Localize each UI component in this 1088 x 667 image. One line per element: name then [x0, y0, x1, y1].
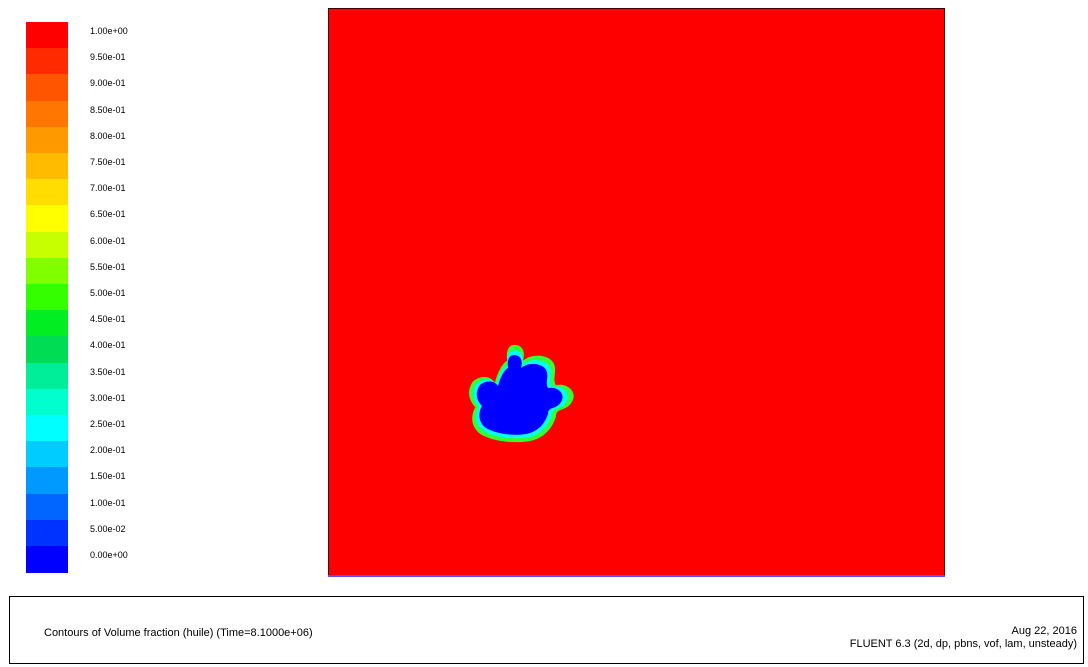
colorbar-swatch [26, 546, 68, 573]
colorbar-tick-label: 4.50e-01 [90, 314, 126, 325]
colorbar-swatch [26, 205, 68, 233]
colorbar-swatch [26, 179, 68, 206]
colorbar-tick-label: 2.50e-01 [90, 419, 126, 429]
colorbar-swatch [26, 467, 68, 495]
colorbar-swatch [26, 22, 68, 49]
colorbar-swatch [26, 126, 68, 154]
colorbar-tick-label: 0.00e+00 [90, 550, 128, 560]
colorbar-tick-label: 1.00e+00 [90, 26, 128, 36]
colorbar-tick-label: 8.50e-01 [90, 104, 126, 115]
colorbar-tick-label: 7.00e-01 [90, 183, 126, 194]
colorbar-swatch [26, 100, 68, 128]
colorbar-tick-label: 6.00e-01 [90, 235, 126, 246]
colorbar-swatch [26, 74, 68, 102]
software-version: FLUENT 6.3 (2d, dp, pbns, vof, lam, unst… [849, 638, 1077, 650]
colorbar-tick-label: 3.50e-01 [90, 366, 126, 377]
colorbar-swatch [26, 284, 68, 311]
domain-background [328, 8, 945, 577]
colorbar-swatch [26, 336, 68, 364]
plot-date: Aug 22, 2016 [1011, 625, 1077, 637]
droplet-core [476, 355, 563, 435]
colorbar-tick-label: 9.00e-01 [90, 78, 126, 89]
colorbar-tick-label: 6.50e-01 [90, 209, 126, 220]
colorbar-swatch [26, 231, 68, 259]
colorbar-swatch [26, 388, 68, 416]
colorbar-swatch [26, 310, 68, 337]
colorbar-swatch [26, 153, 68, 180]
colorbar-legend: 1.00e+00 9.50e-01 9.00e-01 8.50e-01 8.00e-01… [26, 22, 186, 573]
colorbar-swatch [26, 362, 68, 390]
colorbar-swatch [26, 48, 68, 75]
colorbar-tick-label: 5.50e-01 [90, 261, 126, 272]
colorbar-tick-label: 2.00e-01 [90, 445, 126, 456]
colorbar-tick-label: 1.50e-01 [90, 471, 126, 482]
colorbar-tick-label: 5.00e-01 [90, 288, 126, 298]
plot-caption: Contours of Volume fraction (huile) (Tim… [44, 627, 313, 639]
colorbar-tick-label: 8.00e-01 [90, 130, 126, 141]
colorbar-tick-label: 7.50e-01 [90, 157, 126, 167]
colorbar-swatch [26, 257, 68, 285]
colorbar-swatch [26, 441, 68, 468]
colorbar-swatch [26, 415, 68, 442]
colorbar-tick-label: 1.00e-01 [90, 497, 126, 508]
droplet [469, 344, 574, 443]
colorbar-swatch [26, 519, 68, 547]
colorbar-tick-label: 5.00e-02 [90, 523, 126, 534]
contour-plot [328, 8, 945, 577]
colorbar-tick-label: 9.50e-01 [90, 52, 126, 63]
colorbar-swatch [26, 493, 68, 521]
footer-panel: Contours of Volume fraction (huile) (Tim… [9, 596, 1084, 664]
colorbar-tick-label: 4.00e-01 [90, 340, 126, 351]
colorbar-tick-label: 3.00e-01 [90, 392, 126, 403]
